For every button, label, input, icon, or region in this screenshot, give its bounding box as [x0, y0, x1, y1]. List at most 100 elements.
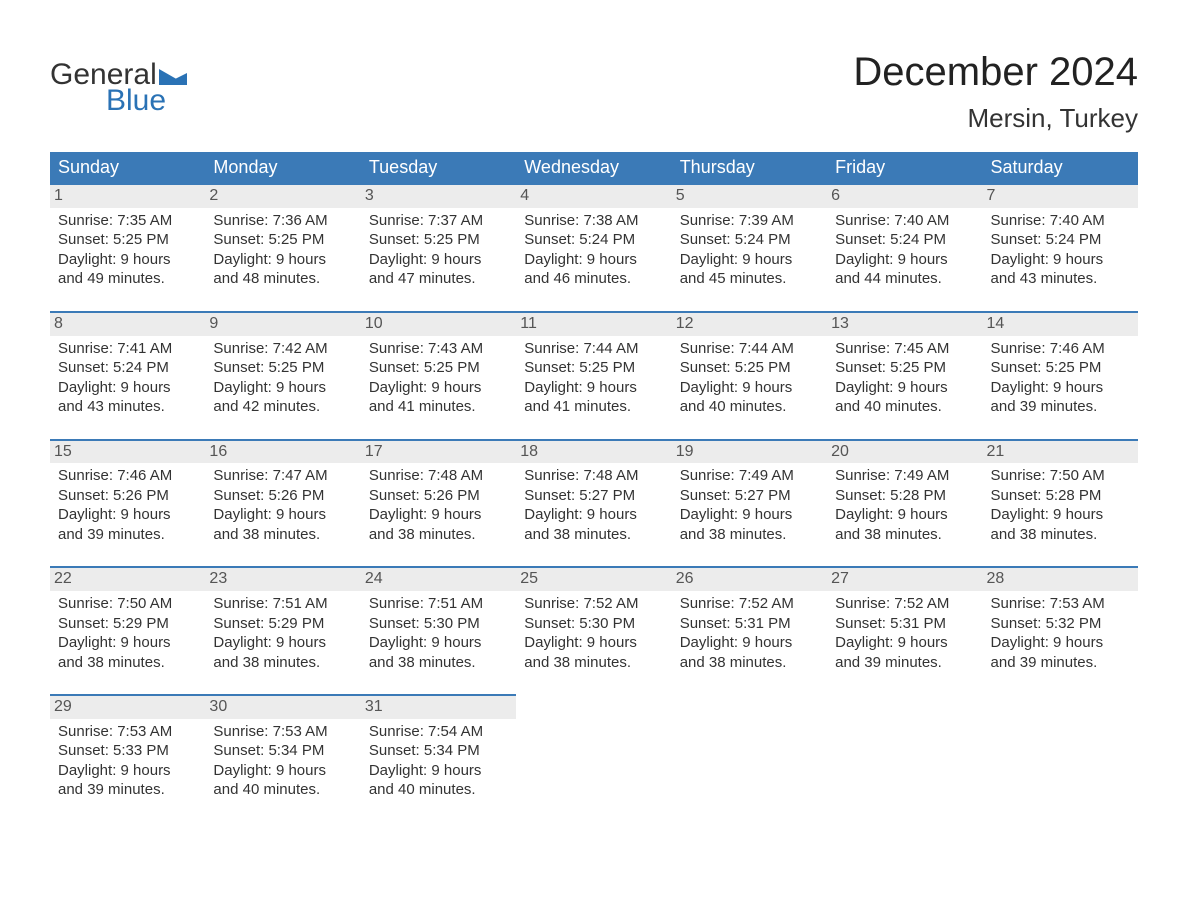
sunrise-line: Sunrise: 7:47 AM	[213, 466, 352, 486]
sunrise-line: Sunrise: 7:44 AM	[524, 339, 663, 359]
day-of-week-header: Monday	[205, 152, 360, 183]
daylight-line: Daylight: 9 hours and 45 minutes.	[680, 250, 819, 289]
calendar-day-cell: 10 Sunrise: 7:43 AMSunset: 5:25 PMDayligh…	[361, 311, 516, 439]
calendar-day-cell: 26Sunrise: 7:52 AMSunset: 5:31 PMDayligh…	[672, 566, 827, 694]
sunrise-line: Sunrise: 7:43 AM	[369, 339, 508, 359]
sunrise-line: Sunrise: 7:45 AM	[835, 339, 974, 359]
day-number: 12	[672, 311, 827, 336]
daylight-line: Daylight: 9 hours and 38 minutes.	[58, 633, 197, 672]
sunrise-line: Sunrise: 7:52 AM	[524, 594, 663, 614]
sunrise-line: Sunrise: 7:37 AM	[369, 211, 508, 231]
calendar-day-cell: 2 Sunrise: 7:36 AMSunset: 5:25 PMDaylight…	[205, 183, 360, 311]
calendar-day-cell: 5Sunrise: 7:39 AMSunset: 5:24 PMDaylight…	[672, 183, 827, 311]
day-number: 1	[50, 183, 205, 208]
calendar-day-cell: 9Sunrise: 7:42 AMSunset: 5:25 PMDaylight…	[205, 311, 360, 439]
sunrise-line: Sunrise: 7:41 AM	[58, 339, 197, 359]
day-of-week-header: Saturday	[983, 152, 1138, 183]
calendar-day-cell: 30Sunrise: 7:53 AMSunset: 5:34 PMDayligh…	[205, 694, 360, 822]
calendar-day-cell: 28Sunrise: 7:53 AMSunset: 5:32 PMDayligh…	[983, 566, 1138, 694]
sunset-line: Sunset: 5:25 PM	[213, 358, 352, 378]
calendar-day-cell: ..	[516, 694, 671, 822]
day-details: Sunrise: 7:50 AMSunset: 5:28 PMDaylight:…	[991, 466, 1130, 544]
calendar-day-cell: 6Sunrise: 7:40 AMSunset: 5:24 PMDaylight…	[827, 183, 982, 311]
daylight-line: Daylight: 9 hours and 48 minutes.	[213, 250, 352, 289]
day-details: Sunrise: 7:43 AMSunset: 5:25 PMDaylight:…	[369, 339, 508, 417]
calendar-week-row: 22 Sunrise: 7:50 AM Sunset: 5:29 PM Dayligh…	[50, 566, 1138, 694]
day-details: Sunrise: 7:52 AMSunset: 5:31 PMDaylight:…	[680, 594, 819, 672]
daylight-line: Daylight: 9 hours and 44 minutes.	[835, 250, 974, 289]
day-number: 15	[50, 439, 205, 464]
day-details: Sunrise: 7:51 AMSunset: 5:29 PMDaylight:…	[213, 594, 352, 672]
day-of-week-header: Thursday	[672, 152, 827, 183]
calendar-day-cell: 27Sunrise: 7:52 AMSunset: 5:31 PMDayligh…	[827, 566, 982, 694]
sunrise-line: Sunrise: 7:52 AM	[680, 594, 819, 614]
day-of-week-header: Wednesday	[516, 152, 671, 183]
sunset-line: Sunset: 5:25 PM	[835, 358, 974, 378]
daylight-line: Daylight: 9 hours and 39 minutes.	[58, 761, 197, 800]
day-number: 3	[361, 183, 516, 208]
brand-flag-icon	[159, 65, 187, 85]
sunrise-line: Sunrise: 7:46 AM	[58, 466, 197, 486]
day-details: Sunrise: 7:48 AMSunset: 5:26 PMDaylight:…	[369, 466, 508, 544]
day-number: 10	[361, 311, 516, 336]
sunrise-line: Sunrise: 7:50 AM	[58, 594, 197, 614]
day-of-week-header: Friday	[827, 152, 982, 183]
daylight-line: Daylight: 9 hours and 42 minutes.	[213, 378, 352, 417]
day-of-week-header: Sunday	[50, 152, 205, 183]
daylight-line: Daylight: 9 hours and 43 minutes.	[991, 250, 1130, 289]
brand-logo: General Blue	[50, 60, 187, 116]
day-details: Sunrise: 7:53 AMSunset: 5:32 PMDaylight:…	[991, 594, 1130, 672]
title-block: December 2024 Mersin, Turkey	[853, 50, 1138, 134]
calendar-day-cell: 22Sunrise: 7:50 AMSunset: 5:29 PMDayligh…	[50, 566, 205, 694]
sunrise-line: Sunrise: 7:53 AM	[58, 722, 197, 742]
day-number: 16	[205, 439, 360, 464]
sunrise-line: Sunrise: 7:35 AM	[58, 211, 197, 231]
sunset-line: Sunset: 5:25 PM	[213, 230, 352, 250]
sunset-line: Sunset: 5:25 PM	[369, 358, 508, 378]
day-number: 13	[827, 311, 982, 336]
sunrise-line: Sunrise: 7:54 AM	[369, 722, 508, 742]
sunrise-line: Sunrise: 7:44 AM	[680, 339, 819, 359]
sunrise-line: Sunrise: 7:40 AM	[991, 211, 1130, 231]
sunset-line: Sunset: 5:24 PM	[835, 230, 974, 250]
sunset-line: Sunset: 5:34 PM	[213, 741, 352, 761]
sunset-line: Sunset: 5:26 PM	[369, 486, 508, 506]
calendar-day-cell: 23Sunrise: 7:51 AMSunset: 5:29 PMDayligh…	[205, 566, 360, 694]
day-number: 2	[205, 183, 360, 208]
day-number: 19	[672, 439, 827, 464]
sunrise-line: Sunrise: 7:53 AM	[991, 594, 1130, 614]
day-number: 22	[50, 566, 205, 591]
day-details: Sunrise: 7:53 AMSunset: 5:33 PMDaylight:…	[58, 722, 197, 800]
sunset-line: Sunset: 5:28 PM	[835, 486, 974, 506]
day-number: 9	[205, 311, 360, 336]
sunset-line: Sunset: 5:24 PM	[680, 230, 819, 250]
day-details: Sunrise: 7:45 AMSunset: 5:25 PMDaylight:…	[835, 339, 974, 417]
day-number: 7	[983, 183, 1138, 208]
day-details: Sunrise: 7:40 AMSunset: 5:24 PMDaylight:…	[835, 211, 974, 289]
day-number: 27	[827, 566, 982, 591]
day-details: Sunrise: 7:38 AMSunset: 5:24 PMDaylight:…	[524, 211, 663, 289]
day-details: Sunrise: 7:49 AMSunset: 5:27 PMDaylight:…	[680, 466, 819, 544]
sunset-line: Sunset: 5:29 PM	[213, 614, 352, 634]
day-number: 25	[516, 566, 671, 591]
calendar-day-cell: 31Sunrise: 7:54 AMSunset: 5:34 PMDayligh…	[361, 694, 516, 822]
day-details: Sunrise: 7:39 AMSunset: 5:24 PMDaylight:…	[680, 211, 819, 289]
daylight-line: Daylight: 9 hours and 39 minutes.	[991, 378, 1130, 417]
daylight-line: Daylight: 9 hours and 38 minutes.	[680, 505, 819, 544]
sunset-line: Sunset: 5:27 PM	[680, 486, 819, 506]
daylight-line: Daylight: 9 hours and 40 minutes.	[369, 761, 508, 800]
day-details: Sunrise: 7:49 AMSunset: 5:28 PMDaylight:…	[835, 466, 974, 544]
day-details: Sunrise: 7:46 AMSunset: 5:26 PMDaylight:…	[58, 466, 197, 544]
calendar-day-cell: 8Sunrise: 7:41 AMSunset: 5:24 PMDaylight…	[50, 311, 205, 439]
calendar-day-cell: 20Sunrise: 7:49 AMSunset: 5:28 PMDayligh…	[827, 439, 982, 567]
day-of-week-header: Tuesday	[361, 152, 516, 183]
day-number: 4	[516, 183, 671, 208]
sunrise-line: Sunrise: 7:36 AM	[213, 211, 352, 231]
daylight-line: Daylight: 9 hours and 40 minutes.	[680, 378, 819, 417]
day-number: 30	[205, 694, 360, 719]
day-details: Sunrise: 7:48 AMSunset: 5:27 PMDaylight:…	[524, 466, 663, 544]
daylight-line: Daylight: 9 hours and 38 minutes.	[680, 633, 819, 672]
sunrise-line: Sunrise: 7:49 AM	[680, 466, 819, 486]
sunset-line: Sunset: 5:33 PM	[58, 741, 197, 761]
sunset-line: Sunset: 5:32 PM	[991, 614, 1130, 634]
